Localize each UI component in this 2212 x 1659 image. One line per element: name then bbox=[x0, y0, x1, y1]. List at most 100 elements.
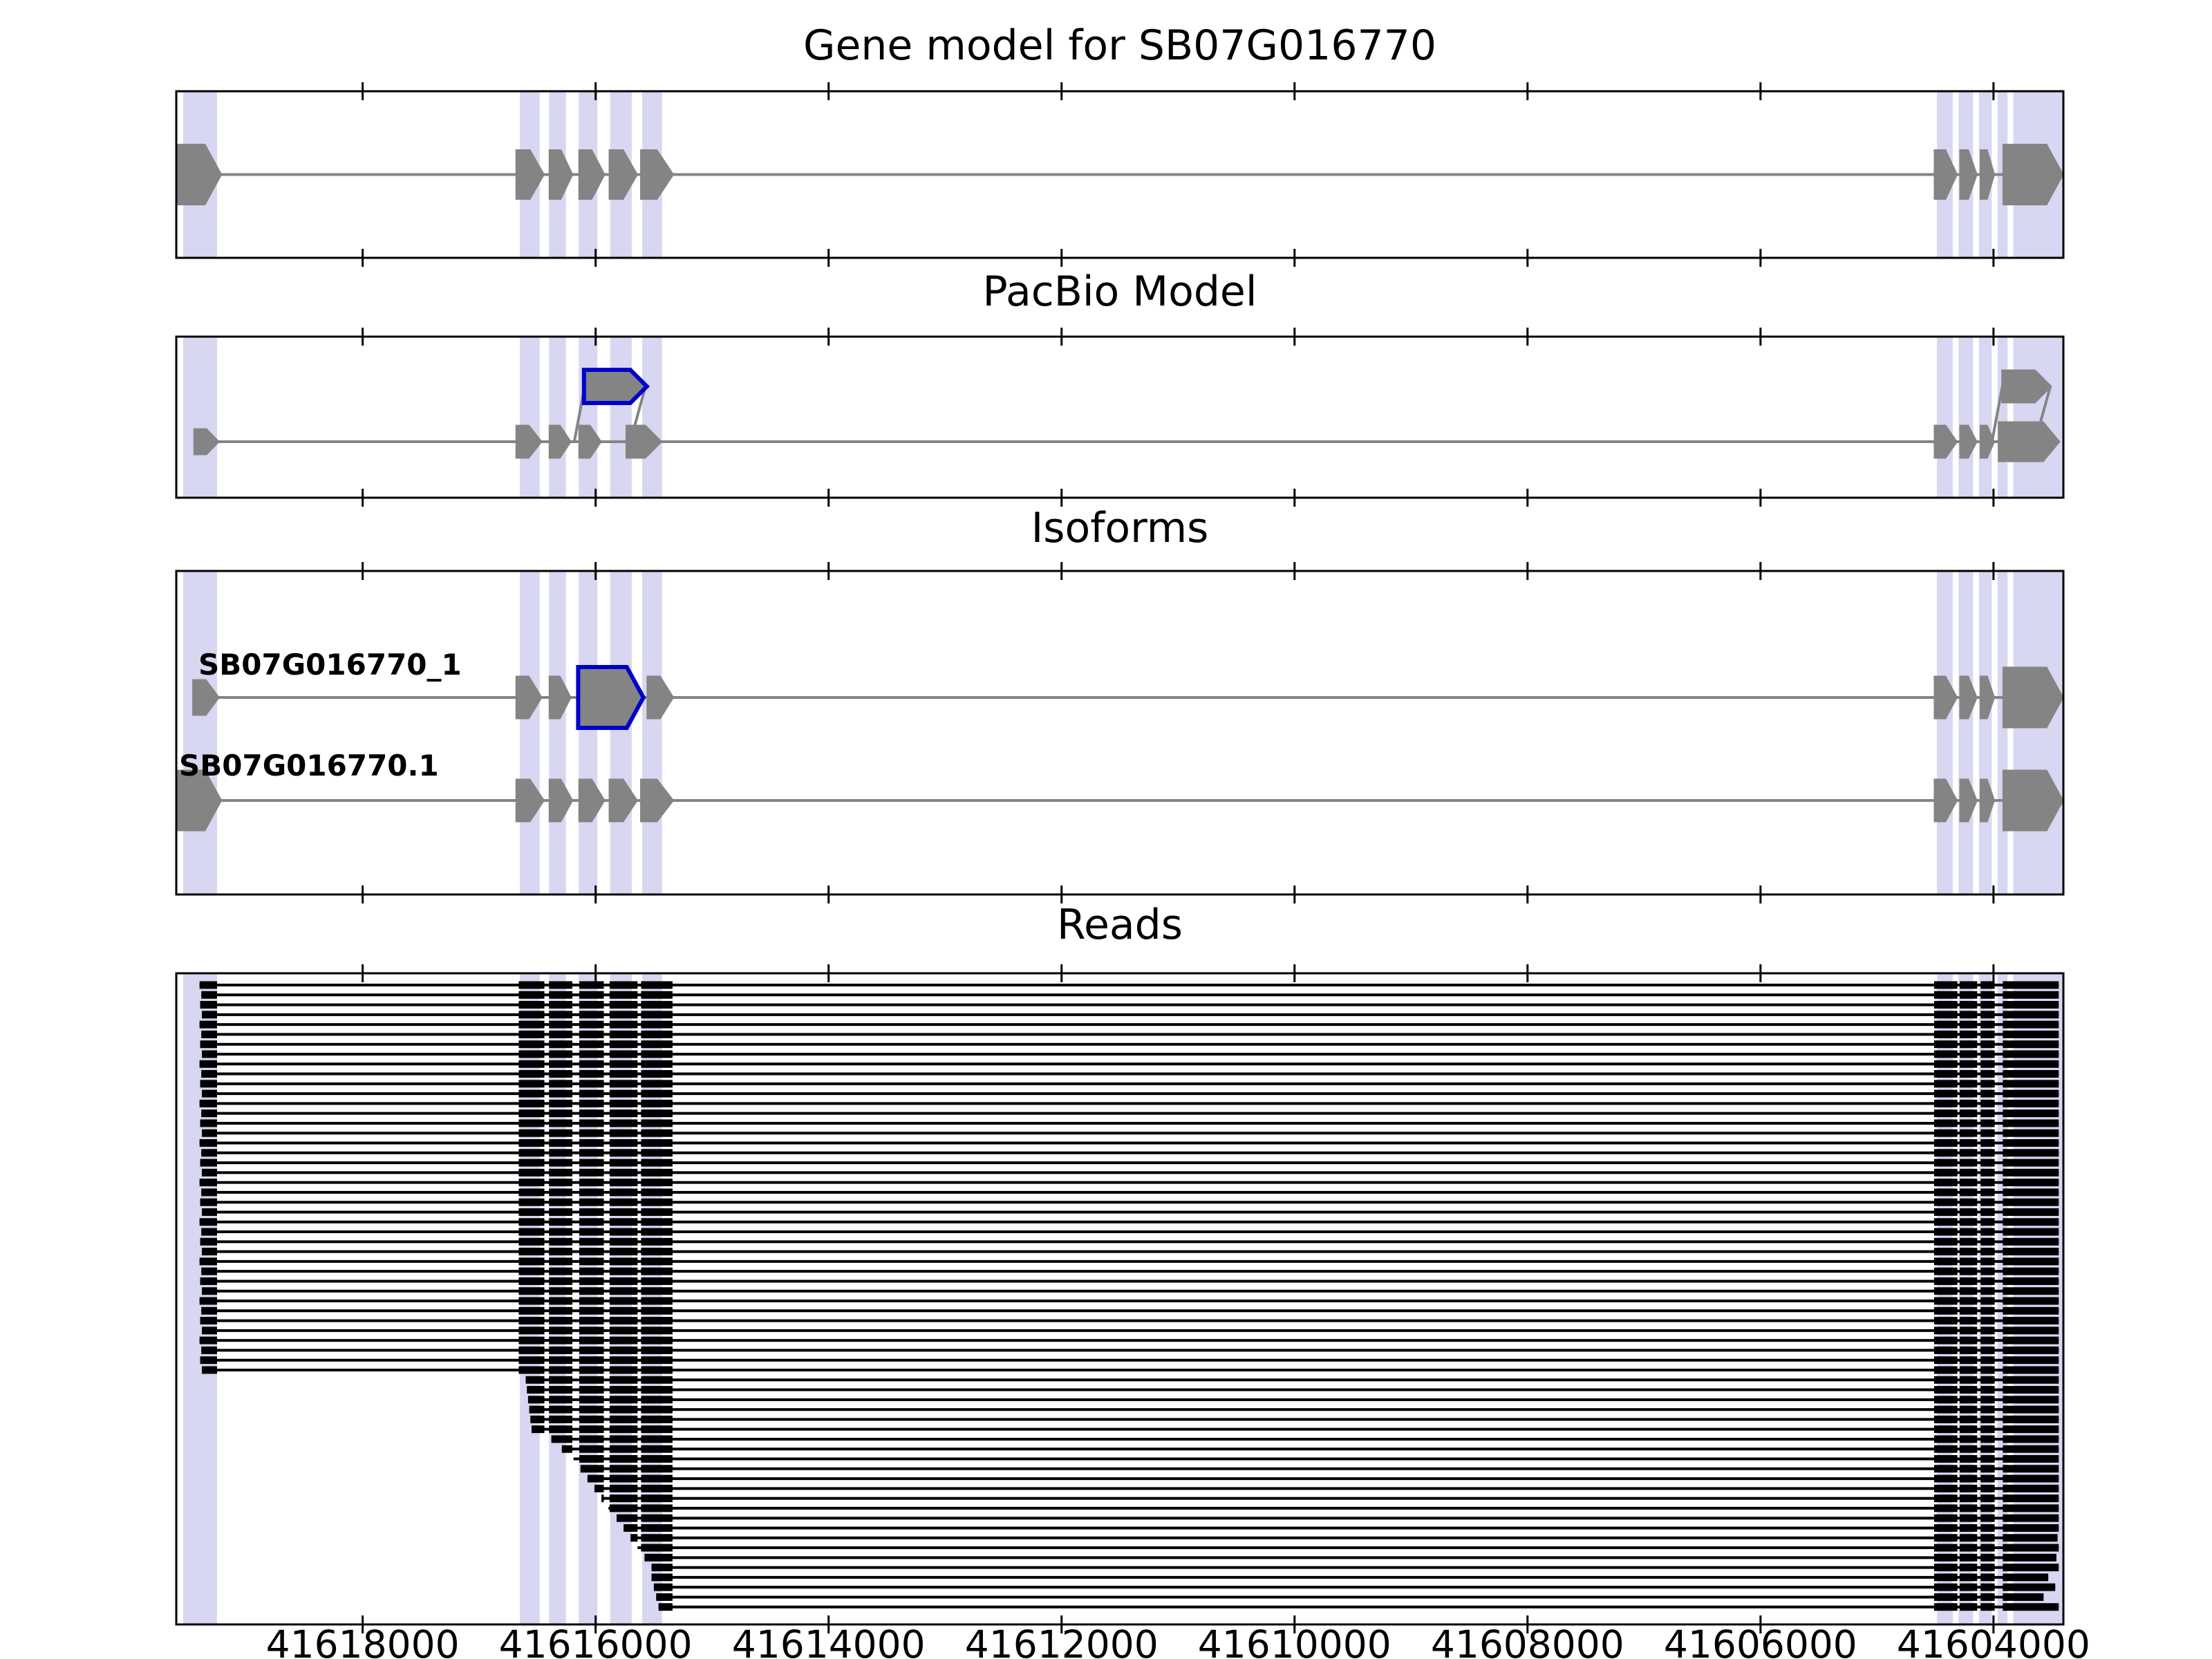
read-exon-block bbox=[1933, 1593, 1958, 1601]
title-gene-model: Gene model for SB07G016770 bbox=[803, 21, 1437, 70]
read-exon-block bbox=[1933, 1060, 1958, 1068]
read-exon-block bbox=[549, 1366, 572, 1374]
exon-arrow bbox=[1959, 149, 1978, 200]
read-exon-block bbox=[2003, 1514, 2059, 1522]
read-exon-block bbox=[2003, 1564, 2059, 1572]
read-exon-block bbox=[2003, 1129, 2059, 1137]
read-exon-block bbox=[1933, 1257, 1958, 1266]
read-exon-block bbox=[2003, 1257, 2059, 1266]
highlight-band bbox=[1937, 337, 1953, 498]
read-exon-block bbox=[1980, 1159, 1995, 1167]
read-exon-block bbox=[579, 1168, 604, 1177]
read-exon-block bbox=[609, 1060, 638, 1068]
read-exon-block bbox=[2003, 1356, 2059, 1365]
read-exon-block bbox=[518, 1208, 545, 1216]
read-exon-block bbox=[518, 1168, 545, 1177]
read-exon-block bbox=[201, 1070, 217, 1078]
read-exon-block bbox=[1933, 1109, 1958, 1118]
read-exon-block bbox=[641, 1089, 673, 1098]
read-exon-block bbox=[518, 1149, 545, 1157]
read-exon-block bbox=[549, 1159, 572, 1167]
read-exon-block bbox=[1933, 991, 1958, 999]
read-exon-block bbox=[1980, 1237, 1995, 1246]
read-exon-block bbox=[579, 1317, 604, 1325]
read-exon-block bbox=[518, 1080, 545, 1088]
read-exon-block bbox=[200, 1040, 217, 1049]
read-exon-block bbox=[549, 991, 572, 999]
read-exon-block bbox=[641, 1149, 673, 1157]
read-exon-block bbox=[549, 1040, 572, 1049]
read-exon-block bbox=[1980, 1179, 1995, 1187]
read-exon-block bbox=[518, 1089, 545, 1098]
read-exon-block bbox=[1960, 1455, 1978, 1463]
read-exon-block bbox=[2003, 1040, 2059, 1049]
read-exon-block bbox=[2003, 1336, 2059, 1344]
read-exon-block bbox=[2003, 1228, 2059, 1236]
read-exon-block bbox=[1960, 1524, 1978, 1532]
read-exon-block bbox=[2003, 1445, 2059, 1453]
panel-border bbox=[175, 90, 2065, 259]
read-exon-block bbox=[609, 1306, 638, 1315]
read-exon-block bbox=[609, 1484, 638, 1492]
exon-arrow bbox=[515, 675, 543, 720]
highlight-band bbox=[1958, 571, 1974, 894]
x-tick-label: 41614000 bbox=[731, 1622, 926, 1659]
read-exon-block bbox=[641, 1109, 673, 1118]
read-exon-block bbox=[1960, 1099, 1978, 1107]
read-exon-block bbox=[1960, 1386, 1978, 1394]
title-isoforms: Isoforms bbox=[1031, 504, 1209, 552]
read-exon-block bbox=[549, 1188, 572, 1197]
read-exon-block bbox=[609, 1465, 638, 1473]
read-exon-block bbox=[579, 1336, 604, 1344]
read-exon-block bbox=[609, 1139, 638, 1147]
read-exon-block bbox=[641, 1237, 673, 1246]
read-exon-block bbox=[609, 1168, 638, 1177]
read-exon-block bbox=[609, 1504, 638, 1512]
read-exon-block bbox=[641, 1366, 673, 1374]
read-exon-block bbox=[1980, 1001, 1995, 1009]
read-exon-block bbox=[549, 1425, 572, 1434]
read-exon-block bbox=[1960, 1020, 1978, 1029]
read-exon-block bbox=[617, 1514, 638, 1522]
read-exon-block bbox=[641, 1070, 673, 1078]
read-exon-block bbox=[518, 1001, 545, 1009]
read-exon-block bbox=[551, 1435, 572, 1443]
read-exon-block bbox=[549, 1228, 572, 1236]
read-exon-block bbox=[1960, 1228, 1978, 1236]
read-exon-block bbox=[1960, 1109, 1978, 1118]
read-exon-block bbox=[609, 1099, 638, 1107]
read-exon-block bbox=[641, 1386, 673, 1394]
read-exon-block bbox=[579, 1327, 604, 1335]
read-exon-block bbox=[2003, 1553, 2056, 1562]
read-exon-block bbox=[1960, 1139, 1978, 1147]
read-exon-block bbox=[202, 1327, 217, 1335]
read-exon-block bbox=[579, 1070, 604, 1078]
read-exon-block bbox=[549, 1139, 572, 1147]
read-exon-block bbox=[609, 1218, 638, 1226]
read-exon-block bbox=[201, 1030, 217, 1038]
read-exon-block bbox=[630, 1534, 638, 1542]
panel-border bbox=[175, 335, 2065, 499]
read-exon-block bbox=[2003, 1415, 2059, 1423]
read-exon-block bbox=[1933, 1366, 1958, 1374]
read-exon-block bbox=[609, 991, 638, 999]
read-exon-block bbox=[641, 1139, 673, 1147]
exon-arrow bbox=[578, 149, 606, 200]
read-exon-block bbox=[1933, 1050, 1958, 1058]
read-exon-block bbox=[518, 1139, 545, 1147]
read-exon-block bbox=[579, 1020, 604, 1029]
read-exon-block bbox=[1933, 1455, 1958, 1463]
read-exon-block bbox=[2003, 1159, 2059, 1167]
read-exon-block bbox=[609, 1089, 638, 1098]
read-exon-block bbox=[199, 1257, 217, 1266]
read-exon-block bbox=[609, 1248, 638, 1256]
read-exon-block bbox=[1980, 1208, 1995, 1216]
read-exon-block bbox=[641, 1356, 673, 1365]
read-exon-block bbox=[1933, 1159, 1958, 1167]
read-exon-block bbox=[2003, 1425, 2059, 1434]
read-exon-block bbox=[202, 1129, 217, 1137]
exon-arrow bbox=[193, 428, 221, 456]
read-exon-block bbox=[1960, 1277, 1978, 1285]
read-exon-block bbox=[1933, 1494, 1958, 1503]
read-exon-block bbox=[1980, 1277, 1995, 1285]
